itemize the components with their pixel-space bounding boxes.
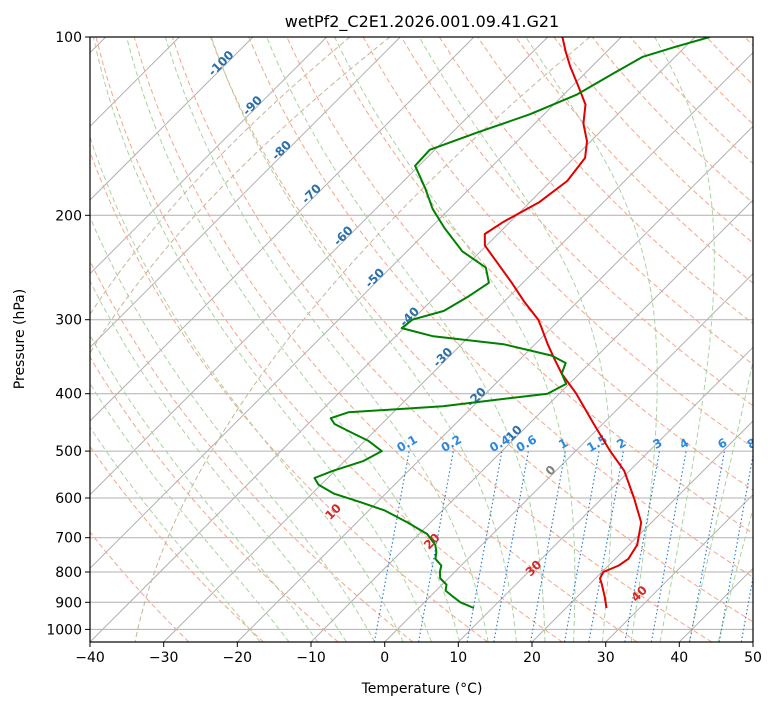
isotherm-30: [605, 493, 753, 642]
moist-adiabat--20: [90, 426, 261, 642]
dry-adiabats: [90, 37, 753, 642]
y-tick-label: 600: [55, 491, 82, 507]
x-axis-ticks: −40 −30 −20 −10 0 10 20 30 40 50: [75, 642, 762, 666]
dry-adiabat-10: [90, 150, 488, 642]
tan-curves: [90, 37, 591, 642]
temperature-trace: [483, 37, 643, 609]
dewpoint-trace: [313, 37, 710, 609]
mixing-ratio-line-3: [624, 451, 661, 642]
moist-adiabat-44: [717, 506, 753, 642]
x-axis-label: Temperature (°C): [361, 681, 483, 697]
moist-adiabat-12: [164, 37, 489, 642]
tan-curve-1: [90, 37, 391, 355]
mixing-ratio-lines: [373, 451, 753, 642]
isotherm--60: [90, 37, 549, 496]
moist-adiabat-20: [266, 37, 546, 642]
y-tick-label: 500: [55, 444, 82, 460]
x-tick-label: 10: [449, 650, 467, 666]
sounding-traces: [313, 37, 710, 609]
dry-adiabat-0: [90, 259, 414, 642]
moist-adiabat-4: [92, 37, 432, 642]
moist-adiabat--12: [90, 334, 319, 642]
mixing-ratio-line-1.5: [563, 451, 600, 642]
dry-adiabat-40: [171, 37, 712, 642]
mixing-ratio-line-8: [718, 452, 753, 642]
dry-adiabat-20: [95, 37, 563, 642]
isotherm-grid: [90, 37, 753, 642]
tan-curve-0: [90, 37, 351, 316]
dry-adiabat--20: [90, 445, 264, 642]
moist-adiabat--16: [90, 382, 290, 642]
isotherm--70: [90, 37, 475, 422]
dry-adiabat-80: [324, 37, 753, 491]
isotherm-20: [531, 420, 753, 642]
mixing-ratio-line-2: [588, 451, 624, 642]
mixing-ratio-line-0.6: [493, 451, 529, 642]
x-tick-label: 50: [744, 650, 762, 666]
dry-adiabat--10: [90, 356, 339, 642]
x-tick-label: −10: [296, 650, 326, 666]
dry-adiabat-60: [248, 37, 753, 578]
chart-title: wetPf2_C2E1.2026.001.09.41.G21: [285, 12, 559, 32]
mixing-ratio-label: 8: [745, 435, 759, 451]
y-tick-label: 700: [55, 531, 82, 547]
moist-adiabat-40: [688, 358, 753, 642]
isobar-grid: [90, 37, 753, 630]
y-axis-ticks: 100 200 300 400 500 600 700 800 900 1000: [46, 30, 90, 638]
x-tick-label: −30: [149, 650, 179, 666]
moist-adiabat-8: [126, 37, 461, 642]
y-tick-label: 1000: [46, 622, 82, 638]
dry-adiabat--30: [90, 531, 190, 642]
moist-adiabat-36: [654, 37, 715, 642]
moist-adiabat-24: [334, 37, 576, 642]
y-tick-label: 200: [55, 208, 82, 224]
y-tick-label: 300: [55, 313, 82, 329]
isotherm--40: [90, 37, 696, 642]
isotherm--100: [90, 37, 254, 201]
dry-adiabat-110: [438, 37, 753, 366]
y-tick-label: 900: [55, 595, 82, 611]
moist-adiabat-32: [525, 37, 658, 642]
dry-adiabat-30: [133, 37, 638, 642]
y-tick-label: 100: [55, 30, 82, 46]
isotherm--50: [90, 37, 622, 570]
moist-adiabat-0: [90, 135, 404, 642]
dry-adiabat-100: [400, 37, 753, 407]
mixing-ratio-line-0.4: [466, 451, 503, 642]
x-tick-label: 20: [523, 650, 541, 666]
moist-adiabat--4: [90, 215, 376, 642]
isotherm--20: [236, 125, 753, 642]
dry-adiabat-130: [515, 37, 753, 284]
y-tick-label: 400: [55, 387, 82, 403]
isotherm-10: [457, 346, 753, 642]
mixing-ratio-line-4: [650, 451, 687, 642]
mixing-ratio-line-6: [689, 451, 725, 642]
x-tick-label: 40: [670, 650, 688, 666]
moist-adiabat-16: [210, 37, 517, 642]
dry-adiabat-50: [210, 37, 753, 623]
isotherm-0: [384, 272, 753, 642]
plot-frame: [89, 36, 754, 643]
x-tick-label: 0: [380, 650, 389, 666]
mixing-ratio-line-1: [530, 451, 566, 642]
y-axis-label: Pressure (hPa): [12, 289, 28, 389]
x-tick-label: −20: [223, 650, 253, 666]
moist-adiabats: [90, 37, 753, 642]
y-tick-label: 800: [55, 565, 82, 581]
isotherm--90: [90, 37, 328, 275]
isotherm--80: [90, 37, 401, 349]
mixing-ratio-line-10: [740, 574, 753, 642]
x-tick-label: 30: [597, 650, 615, 666]
mixing-ratio-line-0.1: [373, 451, 410, 642]
x-tick-label: −40: [75, 650, 105, 666]
plot-area: -100-90-80-70-60-50-40-30-20-1000.1 0.2 0.…: [90, 37, 759, 642]
